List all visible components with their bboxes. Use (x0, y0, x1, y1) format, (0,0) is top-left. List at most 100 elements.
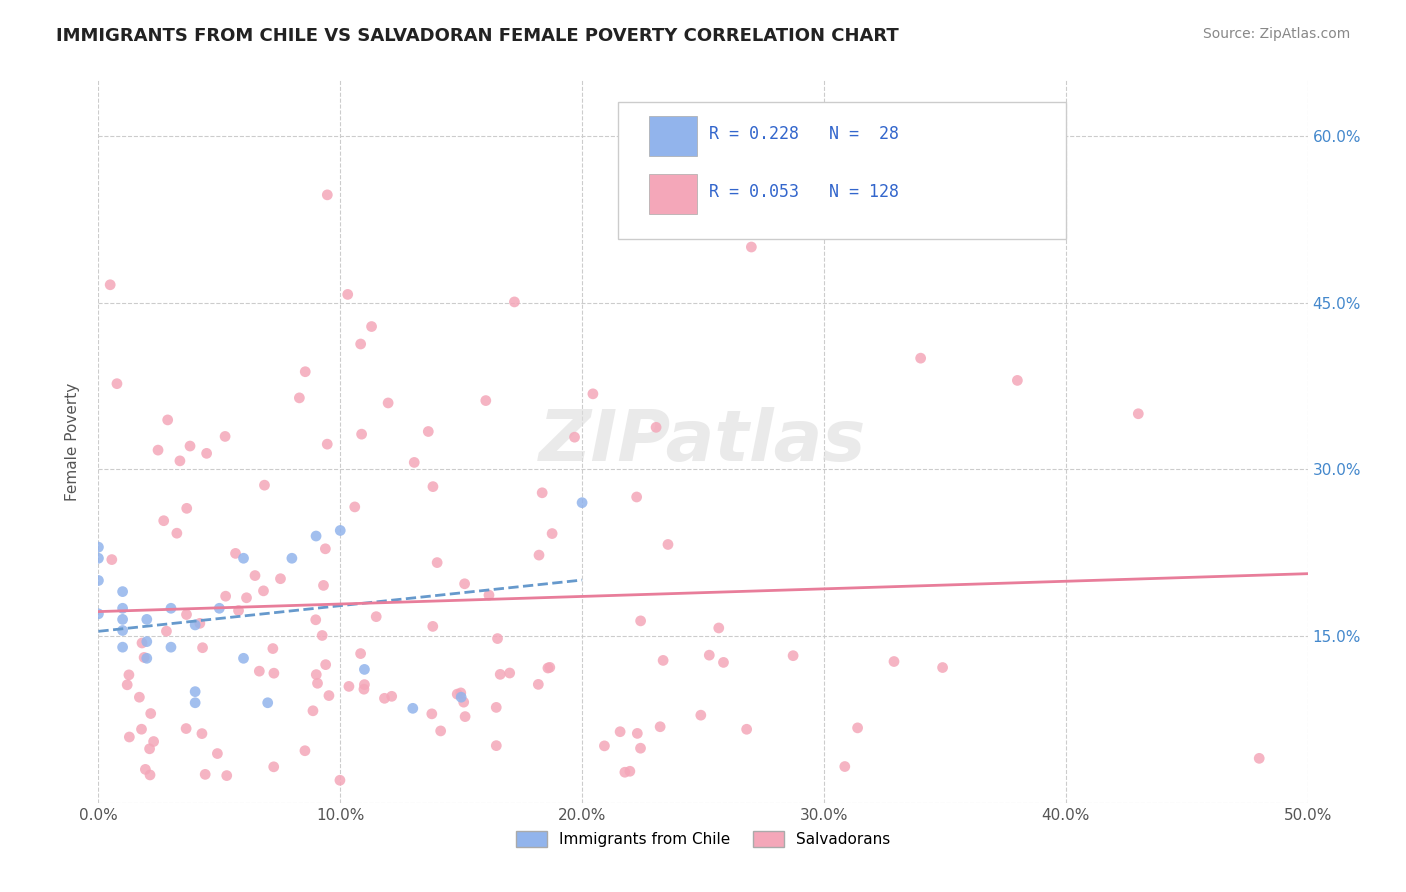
Point (146, 443, 169, 458)
Point (214, 429, 236, 443)
Point (207, 747, 229, 761)
Point (652, 653, 675, 667)
Point (138, 741, 160, 756)
Point (349, 647, 371, 661)
Point (329, 524, 352, 538)
Point (645, 420, 668, 434)
Point (87, 551, 110, 566)
Point (1249, 751, 1271, 765)
Point (160, 640, 183, 655)
Point (318, 689, 340, 703)
FancyBboxPatch shape (648, 117, 697, 156)
Point (420, 706, 443, 721)
Point (360, 319, 382, 334)
Point (582, 387, 605, 401)
Point (195, 446, 218, 460)
Point (381, 690, 404, 704)
Point (450, 690, 472, 705)
Point (115, 678, 138, 692)
Point (353, 677, 375, 691)
Point (166, 526, 188, 541)
Point (135, 651, 157, 665)
Point (846, 721, 869, 735)
Point (269, 572, 291, 586)
Point (312, 578, 335, 592)
Point (531, 485, 554, 500)
Point (305, 667, 328, 681)
Point (350, 337, 373, 351)
Point (315, 657, 337, 672)
Point (740, 240, 762, 254)
Point (132, 650, 155, 665)
Point (630, 741, 652, 756)
Point (131, 723, 153, 737)
Point (176, 607, 198, 622)
Point (184, 618, 207, 632)
Point (214, 589, 236, 603)
Point (160, 601, 183, 615)
Point (337, 680, 360, 694)
Point (305, 529, 328, 543)
Point (657, 537, 679, 551)
Point (713, 656, 735, 670)
Point (538, 660, 561, 674)
Point (105, 376, 128, 391)
Point (305, 613, 328, 627)
Point (155, 624, 177, 639)
Point (697, 648, 720, 662)
Point (142, 734, 165, 748)
Point (418, 425, 440, 439)
FancyBboxPatch shape (648, 174, 697, 214)
Point (619, 764, 641, 779)
Point (446, 687, 468, 701)
FancyBboxPatch shape (619, 102, 1066, 239)
Point (593, 739, 616, 753)
Point (453, 576, 475, 591)
Point (527, 548, 550, 562)
Point (184, 684, 207, 698)
Point (336, 287, 359, 301)
Point (316, 187, 339, 202)
Point (263, 760, 285, 774)
Point (262, 641, 284, 656)
Point (288, 391, 311, 405)
Point (931, 660, 953, 674)
Point (252, 583, 274, 598)
Point (422, 480, 444, 494)
Point (179, 439, 201, 453)
Point (402, 701, 425, 715)
Point (174, 722, 197, 736)
Point (152, 514, 174, 528)
Point (101, 552, 124, 566)
Point (422, 619, 444, 633)
Point (353, 682, 375, 697)
Point (232, 551, 254, 566)
Point (485, 739, 508, 753)
Point (176, 501, 198, 516)
Point (489, 667, 512, 681)
Point (111, 624, 134, 638)
Point (247, 664, 270, 678)
Point (316, 437, 339, 451)
Point (537, 661, 560, 675)
Point (98, 277, 121, 292)
Point (350, 427, 373, 442)
Point (208, 601, 231, 615)
Point (527, 677, 550, 691)
Point (302, 704, 325, 718)
Point (215, 768, 238, 782)
Point (87, 607, 110, 621)
Point (225, 546, 247, 560)
Point (118, 668, 141, 682)
Point (191, 726, 214, 740)
Point (135, 634, 157, 648)
Point (311, 628, 333, 642)
Point (475, 393, 498, 408)
Point (373, 691, 395, 706)
Point (454, 709, 477, 723)
Point (263, 666, 285, 681)
Point (486, 632, 509, 646)
Point (404, 455, 426, 469)
Point (131, 636, 153, 650)
Point (111, 640, 134, 655)
